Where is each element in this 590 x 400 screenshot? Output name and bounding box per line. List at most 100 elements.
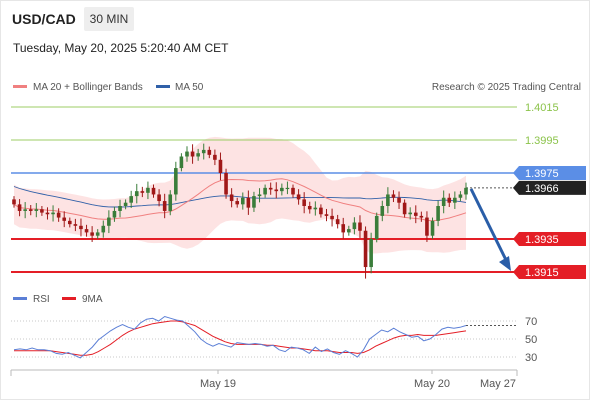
candle bbox=[185, 146, 189, 162]
candle-body bbox=[40, 209, 44, 213]
candle-body bbox=[296, 194, 301, 200]
candle bbox=[380, 200, 385, 222]
rsi-tick-label: 30 bbox=[525, 352, 537, 364]
candle bbox=[213, 149, 217, 166]
candle-body bbox=[402, 202, 407, 215]
candle bbox=[179, 153, 184, 172]
candle-body bbox=[129, 196, 133, 203]
candle-body bbox=[213, 154, 217, 160]
candle bbox=[229, 188, 234, 208]
candle bbox=[369, 232, 373, 274]
candle bbox=[23, 202, 27, 219]
candle-body bbox=[425, 217, 429, 236]
x-tick-label: May 27 bbox=[480, 378, 516, 390]
candle-body bbox=[363, 230, 368, 268]
candle bbox=[151, 184, 156, 198]
candle-body bbox=[95, 232, 100, 236]
candle-body bbox=[190, 151, 195, 157]
candle-body bbox=[280, 187, 284, 192]
x-tick-label: May 19 bbox=[200, 378, 236, 390]
level-tag-pivot: 1.3975 bbox=[513, 166, 586, 180]
candle-body bbox=[246, 197, 251, 208]
candle bbox=[224, 168, 228, 199]
candle bbox=[79, 218, 83, 237]
candle-body bbox=[240, 197, 245, 205]
candle bbox=[45, 207, 50, 220]
candle-body bbox=[391, 194, 396, 198]
candle bbox=[419, 211, 424, 222]
candle-body bbox=[218, 159, 223, 173]
timeframe-badge[interactable]: 30 MIN bbox=[84, 7, 134, 31]
candle-body bbox=[263, 187, 267, 195]
level-tag-current: 1.3966 bbox=[513, 180, 586, 195]
candle-body bbox=[369, 239, 373, 268]
candle bbox=[307, 201, 312, 214]
price-level-tags: 1.4015 1.3995 1.3975 1.3966 1.3935 1.3915 bbox=[513, 102, 586, 279]
candle bbox=[447, 193, 452, 207]
candle bbox=[62, 211, 67, 228]
candle bbox=[112, 206, 117, 222]
candle-body bbox=[274, 189, 279, 192]
candle bbox=[296, 189, 301, 205]
candle bbox=[453, 191, 457, 209]
candle bbox=[17, 199, 22, 217]
rsi-panel: 70 50 30 bbox=[11, 315, 537, 364]
candle bbox=[386, 187, 390, 214]
candle-body bbox=[151, 187, 156, 195]
candle-body bbox=[352, 222, 357, 230]
candle-body bbox=[257, 194, 262, 197]
candle-body bbox=[268, 187, 273, 190]
rsi-line bbox=[13, 315, 467, 359]
candle-body bbox=[207, 149, 212, 155]
candle bbox=[129, 190, 133, 208]
rsi-tick-label: 50 bbox=[525, 334, 537, 346]
ma20-legend-swatch bbox=[13, 85, 27, 88]
candle-body bbox=[84, 229, 89, 233]
candle-body bbox=[34, 209, 39, 211]
candle bbox=[268, 182, 273, 195]
candle bbox=[146, 181, 150, 200]
candle-body bbox=[464, 187, 468, 195]
candle bbox=[291, 184, 295, 198]
candle bbox=[140, 186, 145, 198]
candle-body bbox=[380, 206, 385, 216]
candle bbox=[157, 189, 161, 207]
candle bbox=[123, 199, 128, 210]
level-tag-background bbox=[513, 180, 586, 195]
level-tag-label: 1.3935 bbox=[525, 234, 559, 246]
candle-body bbox=[185, 151, 189, 157]
candle-body bbox=[62, 217, 67, 221]
candle-body bbox=[157, 194, 161, 202]
timestamp-text: Tuesday, May 20, 2025 5:20:40 AM CET bbox=[13, 41, 229, 55]
candle bbox=[391, 190, 396, 203]
candle bbox=[263, 184, 267, 198]
candle-body bbox=[347, 229, 351, 233]
candle-body bbox=[23, 209, 27, 211]
candle bbox=[174, 161, 178, 201]
candle-body bbox=[17, 204, 22, 211]
candle-body bbox=[408, 212, 412, 215]
candle-body bbox=[101, 225, 106, 233]
candle-body bbox=[12, 199, 16, 205]
candle-body bbox=[140, 191, 145, 193]
candle bbox=[90, 226, 94, 242]
candle-body bbox=[51, 212, 55, 215]
candle bbox=[207, 146, 212, 159]
ma20-legend-label: MA 20 + Bollinger Bands bbox=[33, 82, 143, 93]
candle bbox=[95, 229, 100, 239]
candle bbox=[34, 203, 39, 218]
rsi-tick-label: 70 bbox=[525, 316, 537, 328]
candle-body bbox=[436, 206, 440, 221]
candle-body bbox=[252, 196, 256, 208]
bollinger-band-area bbox=[14, 136, 466, 254]
candle-body bbox=[386, 194, 390, 206]
candle-body bbox=[341, 224, 346, 233]
candle-body bbox=[285, 187, 290, 190]
ma50-legend-label: MA 50 bbox=[175, 82, 204, 93]
candle bbox=[324, 208, 329, 222]
candle bbox=[240, 192, 245, 210]
candle bbox=[107, 210, 111, 234]
forecast-arrow bbox=[469, 188, 511, 271]
candle-body bbox=[45, 212, 50, 215]
candle-body bbox=[168, 194, 173, 211]
